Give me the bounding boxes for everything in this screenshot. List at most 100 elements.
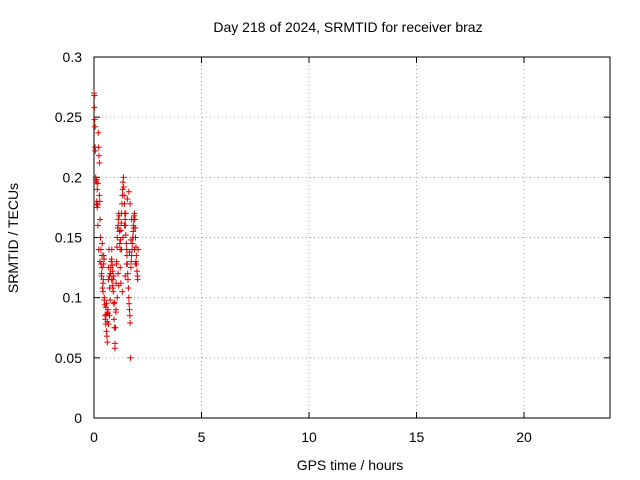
data-point — [122, 210, 129, 217]
data-point — [111, 299, 118, 306]
data-point — [118, 246, 125, 253]
data-point — [101, 294, 108, 301]
data-point — [95, 144, 102, 151]
axis-ticks: 0 5 10 15 20 0 0.05 0.1 0.15 0.2 0.25 0.3 — [55, 49, 610, 445]
y-tick-label: 0.25 — [55, 109, 82, 125]
y-tick-label: 0.3 — [63, 49, 83, 65]
y-tick-label: 0.15 — [55, 230, 82, 246]
data-point — [127, 354, 134, 361]
data-point — [115, 270, 122, 277]
data-point — [99, 264, 106, 271]
data-point — [93, 200, 100, 207]
x-tick-label: 5 — [198, 429, 206, 445]
data-point — [107, 270, 114, 277]
data-point — [103, 333, 110, 340]
data-point — [112, 324, 119, 331]
y-tick-label: 0.05 — [55, 350, 82, 366]
data-point — [95, 246, 102, 253]
data-point — [91, 116, 98, 123]
data-point — [110, 273, 117, 280]
gridlines — [94, 57, 610, 418]
data-point — [94, 180, 101, 187]
data-point — [95, 152, 102, 159]
data-point — [125, 188, 132, 195]
data-point — [91, 92, 98, 99]
data-point — [127, 200, 134, 207]
y-tick-label: 0.1 — [63, 290, 83, 306]
x-tick-label: 20 — [516, 429, 532, 445]
data-point — [95, 129, 102, 136]
x-tick-label: 15 — [409, 429, 425, 445]
data-point — [100, 280, 107, 287]
x-axis-label: GPS time / hours — [297, 457, 404, 473]
x-tick-label: 0 — [90, 429, 98, 445]
data-point — [109, 262, 116, 269]
x-tick-label: 10 — [301, 429, 317, 445]
data-point — [130, 228, 137, 235]
data-point — [96, 198, 103, 205]
data-point — [103, 300, 110, 307]
data-point — [120, 234, 127, 241]
data-point — [118, 220, 125, 227]
data-point — [116, 240, 123, 247]
data-point — [100, 288, 107, 295]
data-point — [129, 240, 136, 247]
data-point — [127, 319, 134, 326]
data-point — [120, 174, 127, 181]
data-points — [91, 90, 142, 361]
data-point — [115, 222, 122, 229]
data-point — [94, 202, 101, 209]
data-point — [110, 316, 117, 323]
data-point — [125, 285, 132, 292]
data-point — [110, 300, 117, 307]
data-point — [114, 234, 121, 241]
data-point — [115, 216, 122, 223]
data-point — [112, 309, 119, 316]
data-point — [120, 183, 127, 190]
data-point — [96, 159, 103, 166]
data-point — [97, 234, 104, 241]
data-point — [97, 216, 104, 223]
chart-title: Day 218 of 2024, SRMTID for receiver bra… — [213, 19, 482, 35]
data-point — [131, 210, 138, 217]
data-point — [125, 294, 132, 301]
data-point — [126, 248, 133, 255]
data-point — [124, 276, 131, 283]
data-point — [97, 258, 104, 265]
data-point — [134, 276, 141, 283]
data-point — [121, 222, 128, 229]
data-point — [121, 200, 128, 207]
data-point — [106, 312, 113, 319]
data-point — [132, 260, 139, 267]
data-point — [126, 312, 133, 319]
data-point — [100, 252, 107, 259]
data-point — [92, 147, 99, 154]
data-point — [92, 123, 99, 130]
data-point — [109, 282, 116, 289]
plot-frame — [93, 56, 611, 419]
data-point — [126, 306, 133, 313]
data-point — [94, 186, 101, 193]
data-point — [130, 224, 137, 231]
data-point — [127, 264, 134, 271]
data-point — [121, 192, 128, 199]
data-point — [96, 192, 103, 199]
data-point — [94, 222, 101, 229]
data-point — [117, 280, 124, 287]
data-point — [113, 258, 120, 265]
data-point — [104, 306, 111, 313]
data-point — [107, 297, 114, 304]
data-point — [127, 236, 134, 243]
y-axis-label: SRMTID / TECUs — [5, 183, 21, 293]
data-point — [114, 244, 121, 251]
data-point — [114, 294, 121, 301]
data-point — [108, 256, 115, 263]
data-point — [108, 246, 115, 253]
data-point — [98, 270, 105, 277]
data-point — [123, 240, 130, 247]
data-point — [128, 216, 135, 223]
data-point — [124, 195, 131, 202]
data-point — [104, 339, 111, 346]
data-point — [117, 227, 124, 234]
